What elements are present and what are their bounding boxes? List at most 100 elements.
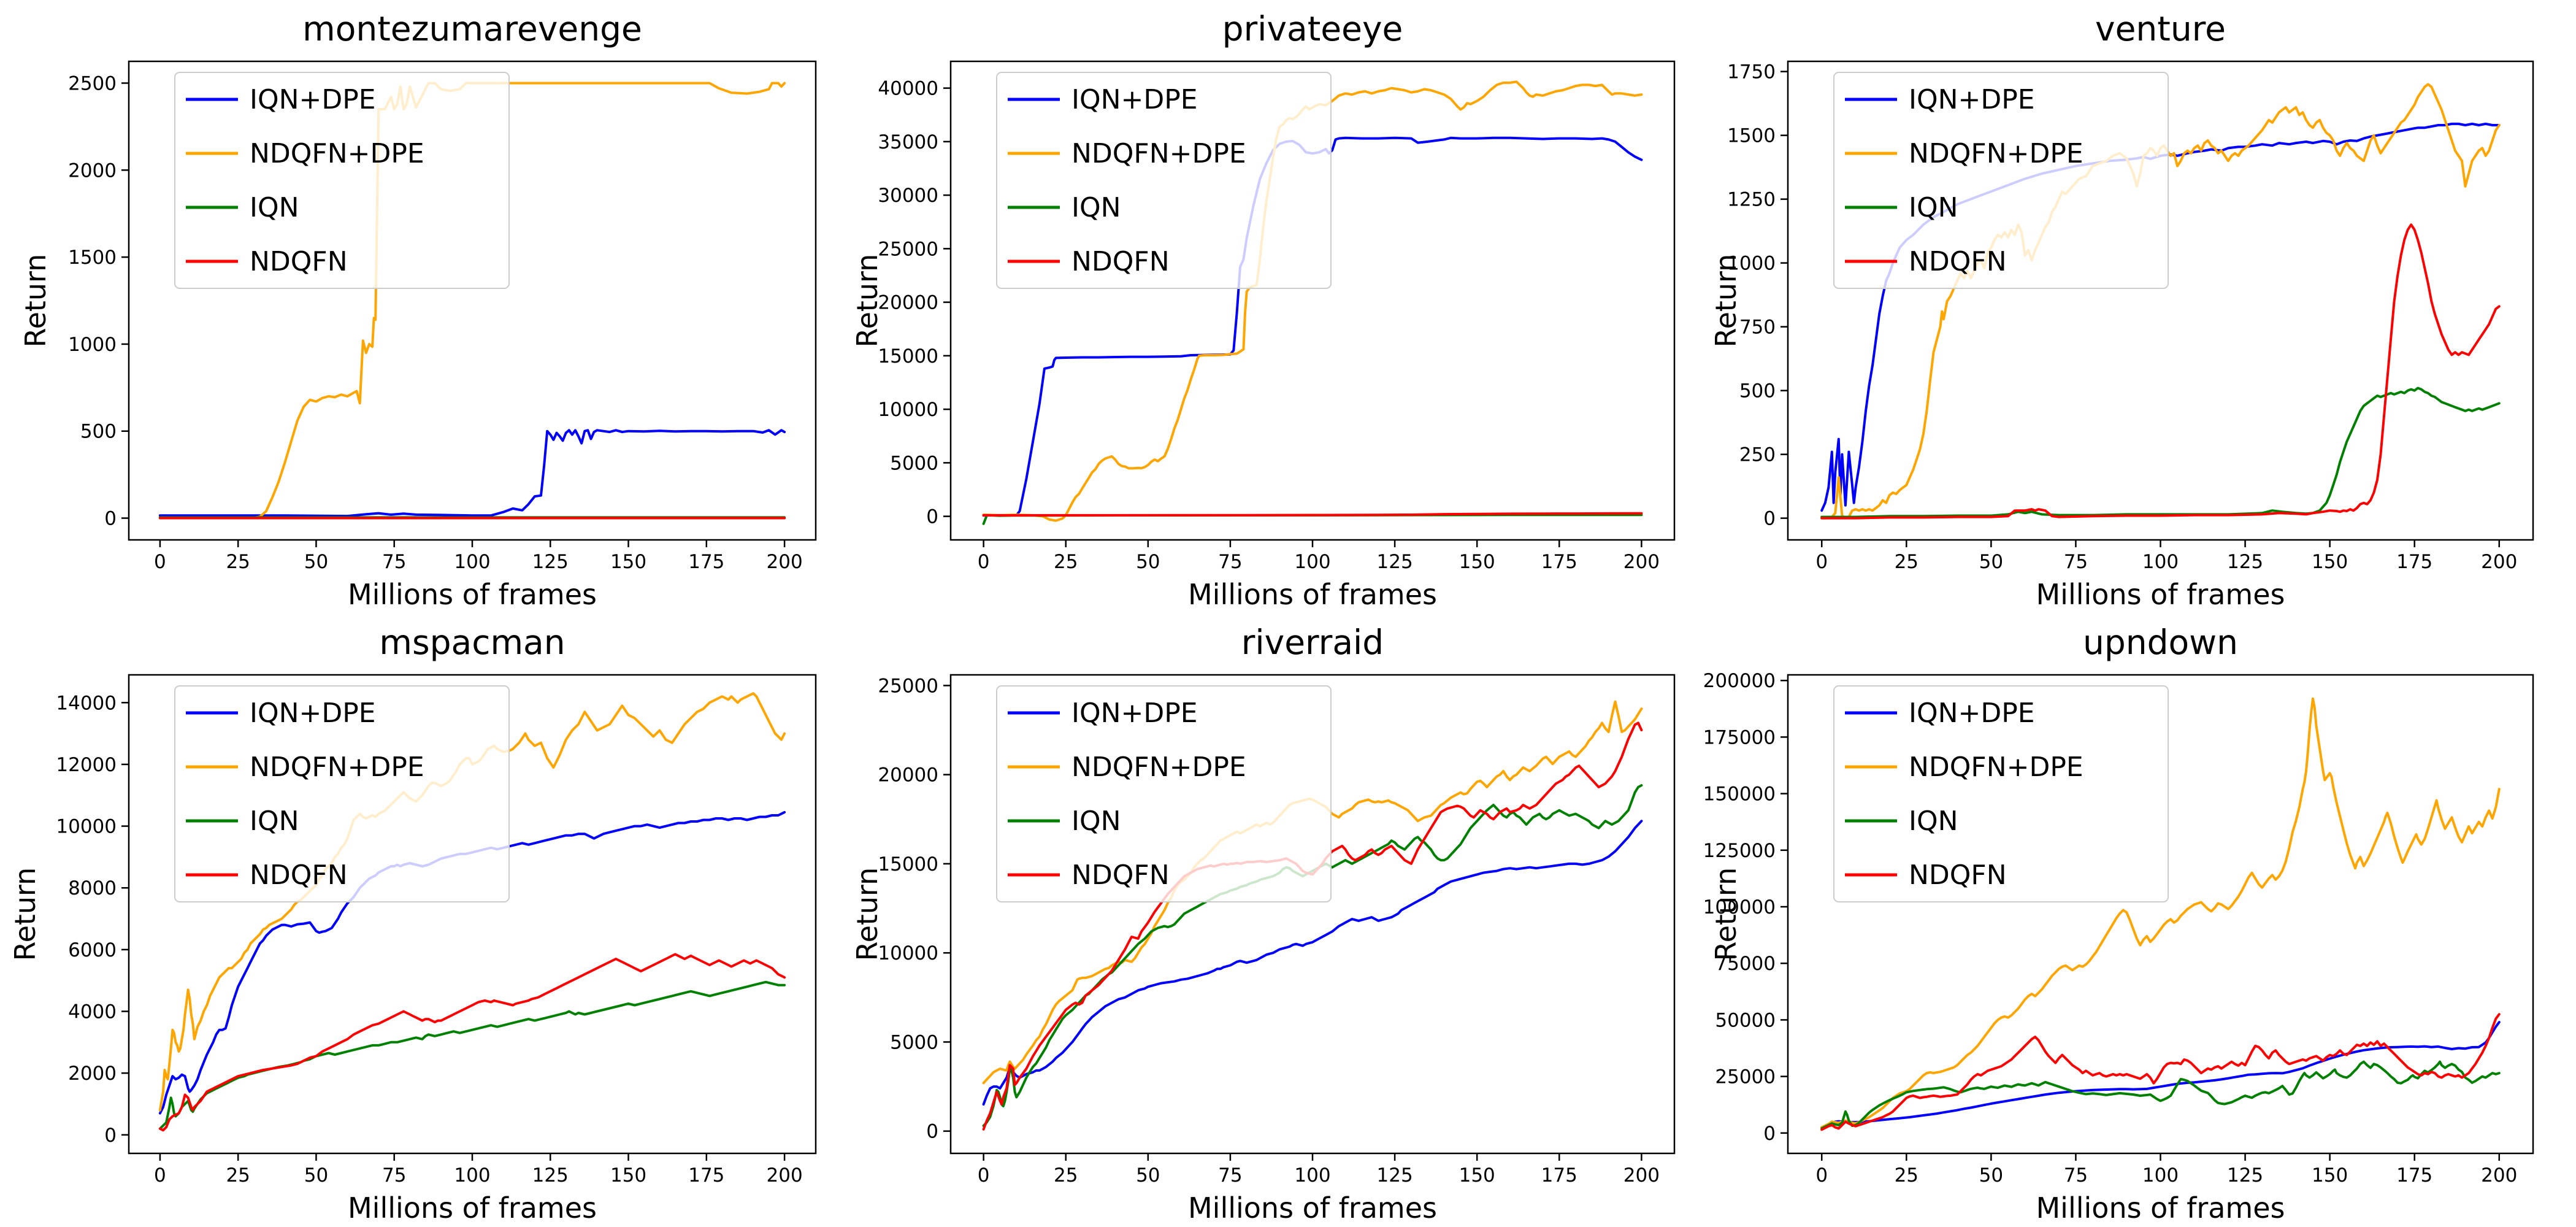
x-tick-label: 200 — [1623, 551, 1660, 573]
legend-label: NDQFN — [250, 860, 348, 891]
x-tick-label: 0 — [978, 1164, 990, 1187]
series-line-NDQFN — [1820, 1013, 2501, 1131]
series-line-NDQFN — [982, 512, 1643, 517]
legend-label: NDQFN — [1909, 860, 2007, 891]
legend-label: NDQFN+DPE — [1909, 752, 2083, 783]
x-tick-label: 175 — [688, 551, 724, 573]
x-tick-label: 125 — [2227, 551, 2263, 573]
x-tick-label: 150 — [1459, 1164, 1495, 1187]
y-tick-label: 15000 — [878, 853, 938, 875]
chart-svg-venture: 0 25 50 75 100 125 150 175 200 0 250 500 750 1000 1250… — [1709, 9, 2534, 611]
x-tick-label: 200 — [1623, 1164, 1660, 1187]
chart-panel-mspacman: 0 25 50 75 100 125 150 175 200 0 2000 4000 6000 8000 1… — [0, 614, 859, 1227]
chart-title: privateeye — [1222, 9, 1403, 48]
x-tick-label: 0 — [978, 551, 990, 573]
x-tick-label: 50 — [1979, 551, 2003, 573]
y-tick-label: 5000 — [890, 452, 938, 474]
legend-label: IQN — [1071, 806, 1121, 837]
x-tick-label: 125 — [532, 551, 569, 573]
y-tick-label: 1000 — [1727, 253, 1776, 275]
legend-label: NDQFN+DPE — [250, 752, 424, 783]
legend-label: IQN+DPE — [1071, 84, 1198, 115]
y-tick-label: 1500 — [68, 247, 117, 269]
y-tick-label: 100000 — [1703, 896, 1776, 918]
legend: IQN+DPE NDQFN+DPE IQN NDQFN — [996, 72, 1332, 289]
legend-box — [174, 685, 510, 902]
y-tick-label: 50000 — [1715, 1009, 1776, 1031]
series-line-NDQFN — [1820, 223, 2501, 520]
plot-border — [128, 60, 817, 541]
x-axis-label: Millions of frames — [1188, 1191, 1437, 1225]
y-tick-label: 25000 — [878, 238, 938, 260]
x-tick-label: 75 — [382, 1164, 406, 1187]
x-tick-label: 175 — [2396, 1164, 2432, 1187]
chart-svg-upndown: 0 25 50 75 100 125 150 175 200 0 25000 50000 75000 10… — [1703, 623, 2534, 1225]
y-tick-label: 30000 — [878, 185, 938, 207]
chart-title: upndown — [2083, 623, 2238, 662]
x-tick-label: 100 — [454, 551, 490, 573]
legend-label: NDQFN — [1071, 246, 1170, 277]
y-tick-label: 2000 — [68, 160, 117, 182]
x-tick-label: 200 — [767, 551, 803, 573]
chart-title: venture — [2095, 9, 2226, 48]
x-tick-label: 150 — [610, 551, 646, 573]
y-axis-label: Return — [9, 867, 42, 961]
x-tick-label: 0 — [154, 1164, 166, 1187]
legend-label: NDQFN+DPE — [1909, 138, 2083, 169]
x-tick-label: 175 — [1541, 551, 1577, 573]
y-tick-label: 500 — [1739, 380, 1776, 402]
x-tick-label: 25 — [1895, 1164, 1919, 1187]
y-tick-label: 6000 — [68, 939, 117, 961]
x-tick-label: 0 — [154, 551, 166, 573]
legend-box — [996, 72, 1332, 289]
series-line-IQN+DPE — [158, 429, 786, 518]
legend: IQN+DPE NDQFN+DPE IQN NDQFN — [1833, 72, 2169, 289]
x-axis-label: Millions of frames — [2036, 578, 2285, 611]
legend-label: NDQFN — [1071, 860, 1170, 891]
x-tick-label: 150 — [1459, 551, 1495, 573]
y-tick-label: 200000 — [1703, 670, 1776, 692]
series-line-NDQFN — [158, 953, 786, 1132]
y-tick-label: 175000 — [1703, 726, 1776, 748]
legend-label: NDQFN+DPE — [250, 138, 424, 169]
x-axis-label: Millions of frames — [348, 578, 597, 611]
series-line-IQN+DPE — [1820, 1021, 2501, 1129]
plot-border — [949, 674, 1676, 1155]
chart-panel-privateeye: 0 25 50 75 100 125 150 175 200 0 5000 10000 15000 200… — [851, 0, 1717, 614]
y-tick-label: 14000 — [56, 692, 117, 714]
y-tick-label: 35000 — [878, 131, 938, 153]
y-tick-label: 25000 — [1715, 1066, 1776, 1088]
y-axis-label: Return — [1709, 254, 1742, 348]
legend-label: IQN — [250, 806, 299, 837]
x-tick-label: 200 — [2481, 551, 2517, 573]
y-tick-label: 0 — [926, 506, 938, 528]
y-tick-label: 500 — [80, 421, 117, 443]
y-tick-label: 1750 — [1727, 61, 1776, 83]
y-tick-label: 750 — [1739, 317, 1776, 339]
chart-title: riverraid — [1241, 623, 1384, 662]
x-tick-label: 175 — [1541, 1164, 1577, 1187]
legend-label: NDQFN — [250, 246, 348, 277]
x-tick-label: 100 — [2142, 1164, 2179, 1187]
legend: IQN+DPE NDQFN+DPE IQN NDQFN — [174, 72, 510, 289]
y-tick-label: 2500 — [68, 72, 117, 94]
y-tick-label: 0 — [104, 508, 117, 530]
y-tick-label: 0 — [926, 1121, 938, 1143]
x-tick-label: 200 — [767, 1164, 803, 1187]
legend-label: IQN+DPE — [250, 84, 376, 115]
x-tick-label: 25 — [226, 551, 250, 573]
x-tick-label: 75 — [1218, 551, 1242, 573]
legend-label: NDQFN+DPE — [1071, 752, 1246, 783]
x-tick-label: 150 — [2312, 1164, 2348, 1187]
legend-label: NDQFN+DPE — [1071, 138, 1246, 169]
chart-panel-venture: 0 25 50 75 100 125 150 175 200 0 250 500 750 1000 1250… — [1709, 0, 2576, 614]
y-tick-label: 1000 — [68, 334, 117, 356]
y-tick-label: 40000 — [878, 78, 938, 100]
y-axis-label: Return — [19, 254, 52, 348]
x-tick-label: 25 — [1895, 551, 1919, 573]
x-tick-label: 25 — [226, 1164, 250, 1187]
chart-svg-privateeye: 0 25 50 75 100 125 150 175 200 0 5000 10000 15000 200… — [851, 9, 1676, 611]
legend-label: IQN+DPE — [1071, 698, 1198, 729]
x-axis-label: Millions of frames — [348, 1191, 597, 1225]
